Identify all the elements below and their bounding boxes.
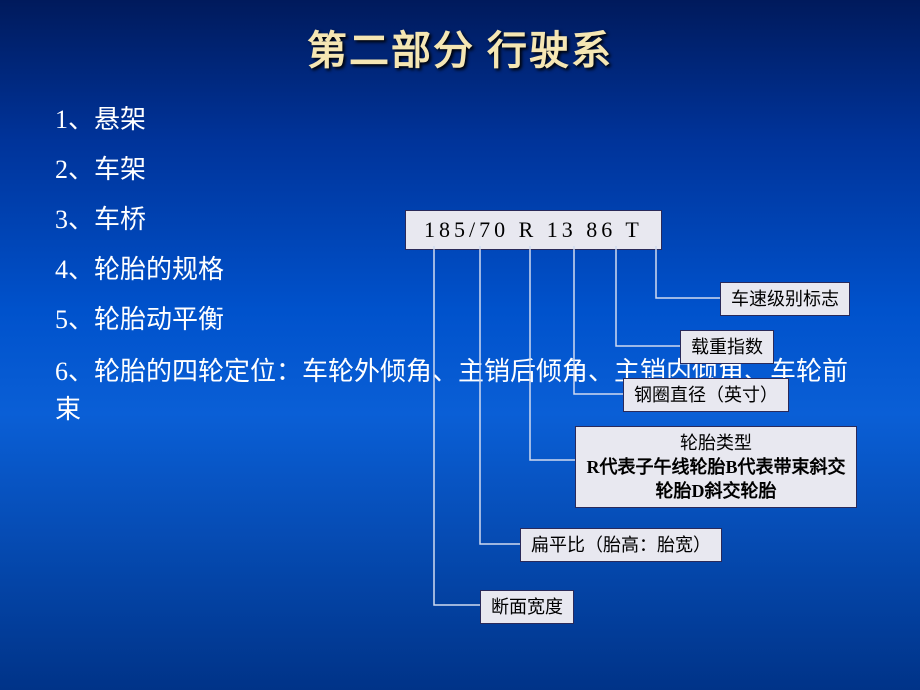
slide-root: 第二部分 行驶系 1、悬架 2、车架 3、车桥 4、轮胎的规格 5、轮胎动平衡 … [0, 0, 920, 690]
list-item-1: 1、悬架 [55, 95, 855, 145]
label-load: 载重指数 [680, 330, 774, 364]
label-aspect: 扁平比（胎高：胎宽） [520, 528, 722, 562]
label-type-line1: 轮胎类型 [680, 433, 752, 453]
label-type-line2: R代表子午线轮胎B代表带束斜交轮胎D斜交轮胎 [586, 457, 845, 501]
slide-title: 第二部分 行驶系 [0, 18, 920, 76]
label-speed: 车速级别标志 [720, 282, 850, 316]
tire-spec-code: 185/70 R 13 86 T [405, 210, 662, 250]
label-diameter: 钢圈直径（英寸） [623, 378, 789, 412]
label-type: 轮胎类型 R代表子午线轮胎B代表带束斜交轮胎D斜交轮胎 [575, 426, 857, 508]
label-width: 断面宽度 [480, 590, 574, 624]
list-item-2: 2、车架 [55, 145, 855, 195]
